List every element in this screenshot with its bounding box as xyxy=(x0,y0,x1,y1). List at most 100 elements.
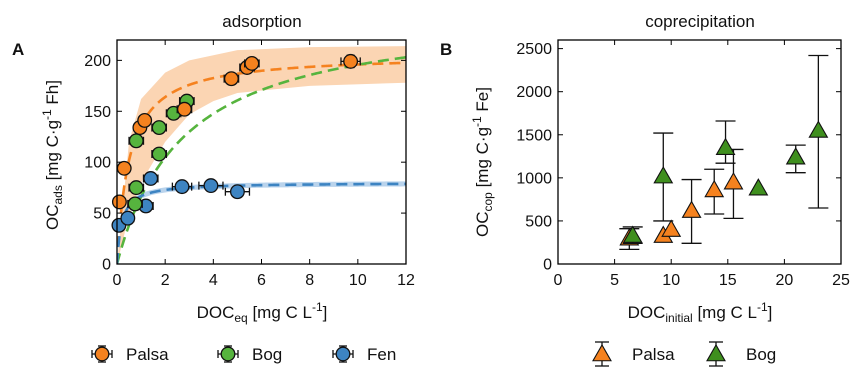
legend-item-bog: Bog xyxy=(706,341,776,367)
legend-item-fen: Fen xyxy=(332,345,396,364)
panel-a-ylabel: OCads [mg C·g-1 Fh] xyxy=(40,80,65,230)
palsa-point xyxy=(223,71,240,87)
data-marker xyxy=(244,55,260,71)
panel-b-ylabel-sub: cop xyxy=(481,192,495,212)
data-marker xyxy=(681,200,702,218)
legend-marker xyxy=(220,346,236,362)
panel-a-ylabel-sub: ads xyxy=(51,185,65,204)
data-marker xyxy=(343,53,359,69)
bog-point xyxy=(653,132,674,222)
panel-b-xlabel: DOCinitial [mg C L-1] xyxy=(628,300,773,325)
panel-a-xtick-label: 8 xyxy=(305,272,314,289)
panel-b-xtick-label: 20 xyxy=(776,272,794,289)
data-marker xyxy=(715,137,736,155)
panel-b-ylabel: OCcop [mg C·g-1 Fe] xyxy=(470,87,495,237)
data-marker xyxy=(128,133,144,149)
data-marker xyxy=(143,171,159,186)
panel-b: B coprecipitation 0 5 10 15 20 25 0 500 1000 1500… xyxy=(440,12,850,367)
data-marker xyxy=(229,184,245,200)
panel-a-xtick-label: 0 xyxy=(113,272,122,289)
bog-point xyxy=(808,54,829,209)
legend-item-bog: Bog xyxy=(217,345,282,364)
panel-b-xtick-label: 5 xyxy=(610,272,619,289)
palsa-point xyxy=(243,55,260,71)
panel-b-legend: Palsa Bog xyxy=(592,341,776,367)
panel-a-title: adsorption xyxy=(222,12,301,31)
data-marker xyxy=(137,112,153,128)
fen-point xyxy=(171,179,193,195)
data-marker xyxy=(151,120,167,136)
legend-label: Fen xyxy=(367,345,396,364)
panel-b-xlabel-unit: [mg C L xyxy=(693,303,757,322)
bog-point xyxy=(715,120,736,164)
fen-point xyxy=(198,178,224,194)
panel-b-ytick-label: 1000 xyxy=(516,170,552,187)
panel-a-xtick-label: 4 xyxy=(209,272,218,289)
panel-b-xtick-label: 25 xyxy=(832,272,850,289)
data-marker xyxy=(116,160,132,176)
palsa-point xyxy=(111,194,127,210)
legend-marker xyxy=(592,343,612,362)
data-marker xyxy=(723,172,744,190)
panel-a-ytick-label: 100 xyxy=(84,155,111,172)
bog-series xyxy=(622,54,829,244)
data-marker xyxy=(785,147,806,165)
data-marker xyxy=(661,219,682,237)
panel-b-ylabel-sup: -1 xyxy=(470,116,484,127)
bog-point xyxy=(785,144,806,174)
data-marker xyxy=(174,179,190,195)
panel-a-ytick-label: 200 xyxy=(84,53,111,70)
panel-b-xlabel-close: ] xyxy=(768,303,773,322)
bog-point xyxy=(127,196,143,212)
panel-a-xlabel-main: DOC xyxy=(197,303,235,322)
legend-label: Bog xyxy=(252,345,282,364)
panel-b-ytick-label: 500 xyxy=(525,213,552,230)
panel-b-xtick-label: 10 xyxy=(662,272,680,289)
data-marker xyxy=(808,120,829,138)
panel-b-ylabel-close: Fe] xyxy=(473,87,492,116)
data-marker xyxy=(622,225,643,243)
bog-point xyxy=(151,120,168,136)
panel-b-label: B xyxy=(440,40,452,59)
panel-a-xlabel: DOCeq [mg C L-1] xyxy=(197,300,328,325)
panel-b-xlabel-main: DOC xyxy=(628,303,666,322)
panel-a-ytick-label: 50 xyxy=(93,206,111,223)
panel-a-ylabel-sup: -1 xyxy=(40,109,54,120)
palsa-point xyxy=(704,168,725,215)
fen-point xyxy=(224,184,251,200)
fen-fit-curve xyxy=(117,182,406,264)
panel-a-ytick-label: 150 xyxy=(84,104,111,121)
legend-marker xyxy=(335,346,351,362)
data-marker xyxy=(128,180,144,196)
panel-a-ylabel-close: Fh] xyxy=(43,80,62,109)
data-marker xyxy=(203,178,219,194)
panel-a-xlabel-sup: -1 xyxy=(312,300,323,314)
data-marker xyxy=(704,179,725,198)
palsa-point xyxy=(340,53,361,69)
panel-a-legend: Palsa Bog Fen xyxy=(91,345,396,364)
bog-point xyxy=(151,146,168,162)
legend-marker xyxy=(706,343,726,362)
panel-b-ytick-label: 2000 xyxy=(516,84,552,101)
palsa-series xyxy=(111,53,361,210)
panel-b-frame xyxy=(557,39,842,265)
panel-b-ylabel-main: OC xyxy=(473,212,492,238)
data-marker xyxy=(653,166,674,184)
panel-a-ylabel-main: OC xyxy=(43,205,62,231)
panel-a-ytick-label: 0 xyxy=(102,257,111,274)
panel-b-xlabel-sub: initial xyxy=(665,311,692,325)
palsa-series xyxy=(619,148,744,251)
bog-point xyxy=(128,133,145,149)
bog-point xyxy=(748,178,769,196)
panel-a: A adsorption 0 2 4 6 8 10 12 0 50 100 150 200 DOCeq… xyxy=(12,12,415,364)
fen-point xyxy=(120,210,136,226)
panel-a-label: A xyxy=(12,40,24,59)
data-marker xyxy=(151,146,167,162)
fen-point xyxy=(142,171,159,186)
legend-label: Palsa xyxy=(126,345,169,364)
data-marker xyxy=(111,194,127,210)
panel-b-title: coprecipitation xyxy=(645,12,755,31)
palsa-fit-curve xyxy=(117,61,406,264)
fen-confidence-band xyxy=(124,181,406,218)
